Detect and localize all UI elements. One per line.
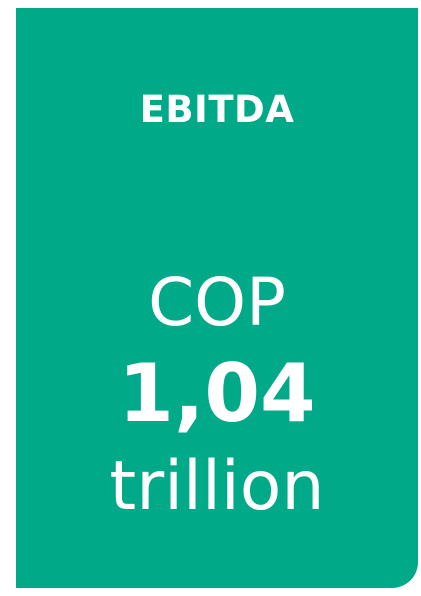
metric-label: EBITDA — [139, 88, 295, 131]
metric-value: 1,04 — [118, 347, 316, 440]
ebitda-card: EBITDA COP 1,04 trillion — [16, 8, 418, 588]
currency-code: COP — [148, 264, 286, 341]
value-unit: trillion — [109, 447, 325, 526]
